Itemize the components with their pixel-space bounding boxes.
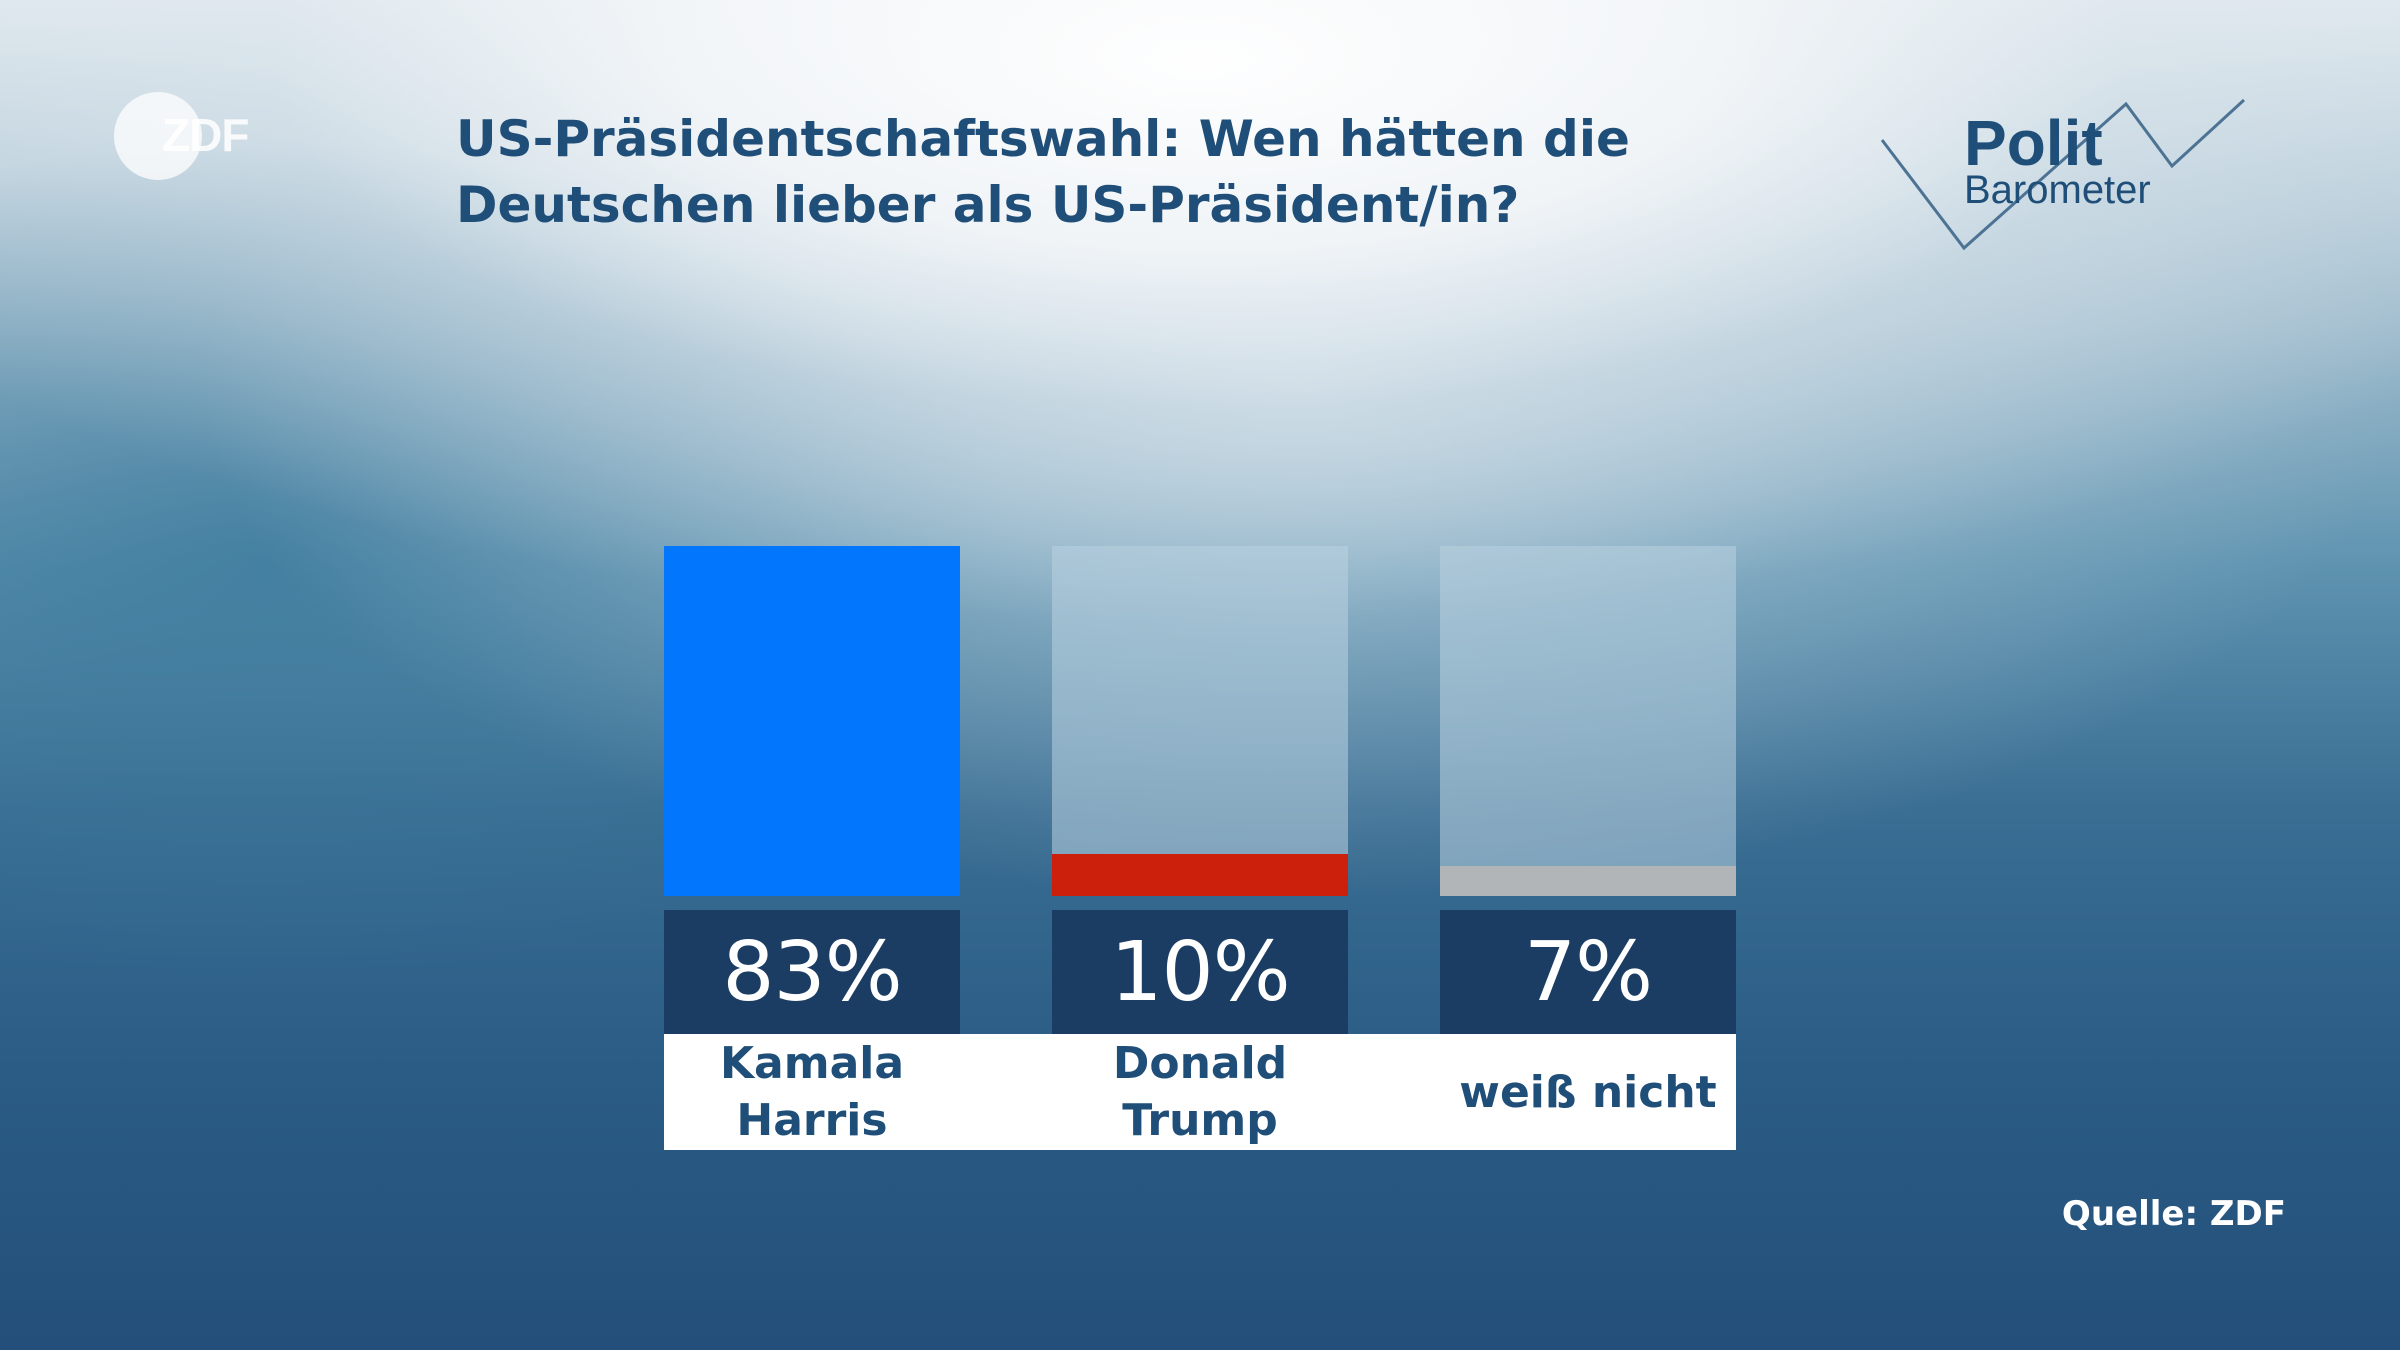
politbarometer-zigzag-icon [1880, 98, 2246, 251]
bar [1440, 866, 1736, 896]
politbarometer-word-polit: Polit [1964, 107, 2103, 179]
zdf-logo-text: ZDF [162, 109, 249, 161]
bar [1052, 854, 1348, 896]
category-label-line: Kamala [719, 1038, 905, 1089]
category-label: Donald Trump [1052, 1034, 1348, 1150]
bar-track [1052, 546, 1348, 896]
category-label-line: Harris [736, 1095, 888, 1146]
category-label: weiß nicht [1440, 1034, 1736, 1150]
data-label: 7% [1440, 910, 1736, 1034]
category-label-line: Trump [1122, 1095, 1278, 1146]
bar-column: 10% [1052, 546, 1348, 1150]
category-label-strip: Kamala Harris Donald Trump weiß nicht [664, 1034, 1736, 1150]
data-label: 83% [664, 910, 960, 1034]
zdf-logo-disc [114, 92, 202, 180]
bar [664, 546, 960, 896]
category-label: Kamala Harris [664, 1034, 960, 1150]
bar-track [1440, 546, 1736, 896]
zdf-logo: ZDF [114, 90, 274, 180]
source-note: Quelle: ZDF [2061, 1194, 2286, 1234]
category-label-line: weiß nicht [1459, 1066, 1717, 1118]
politbarometer-logo: Polit Barometer [1880, 96, 2250, 256]
category-label-line: Donald [1112, 1038, 1288, 1089]
data-label: 10% [1052, 910, 1348, 1034]
chart-title-line2: Deutschen lieber als US-Präsident/in? [456, 176, 1520, 234]
chart-title: US-Präsidentschaftswahl: Wen hätten die … [456, 106, 1756, 238]
politbarometer-word-barometer: Barometer [1964, 168, 2151, 212]
chart-title-line1: US-Präsidentschaftswahl: Wen hätten die [456, 110, 1630, 168]
bar-column: 7% [1440, 546, 1736, 1150]
bar-column: 83% [664, 546, 960, 1150]
bar-chart: Kamala Harris Donald Trump weiß nicht 83% 10%… [664, 546, 1736, 1150]
